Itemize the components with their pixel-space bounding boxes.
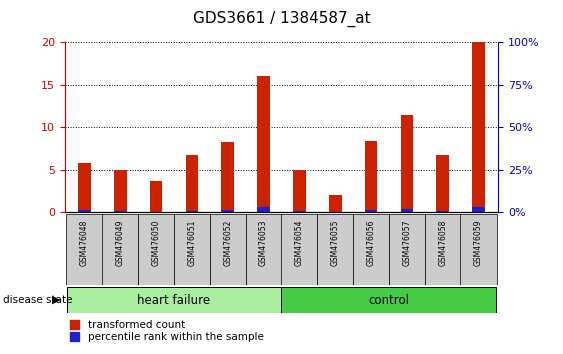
Bar [186,211,198,212]
Bar [114,170,127,212]
Text: GSM476055: GSM476055 [330,220,339,266]
Bar [401,209,413,212]
Bar [257,207,270,212]
Bar [282,287,497,313]
Bar [365,210,377,212]
Bar [317,214,354,285]
Bar [150,181,162,212]
Text: GSM476051: GSM476051 [187,220,196,266]
Bar [401,115,413,212]
Bar [472,42,485,212]
Bar [365,141,377,212]
Bar [436,155,449,212]
Text: GDS3661 / 1384587_at: GDS3661 / 1384587_at [193,11,370,27]
Text: GSM476054: GSM476054 [295,220,304,266]
Bar [66,287,282,313]
Bar [293,170,306,212]
Bar [209,214,246,285]
Bar [102,214,138,285]
Text: GSM476056: GSM476056 [367,220,376,266]
Text: GSM476058: GSM476058 [438,220,447,266]
Text: ▶: ▶ [52,295,61,305]
Bar [257,76,270,212]
Text: GSM476052: GSM476052 [224,220,233,266]
Bar [353,214,389,285]
Bar [436,211,449,212]
Text: GSM476053: GSM476053 [259,220,268,266]
Bar [282,214,318,285]
Bar [461,214,497,285]
Bar [329,195,342,212]
Bar [293,211,306,212]
Bar [78,163,91,212]
Text: control: control [368,293,409,307]
Bar [472,207,485,212]
Bar [245,214,282,285]
Text: GSM476057: GSM476057 [403,220,412,266]
Bar [425,214,461,285]
Bar [174,214,210,285]
Bar [114,211,127,212]
Text: GSM476050: GSM476050 [151,220,160,266]
Text: GSM476059: GSM476059 [474,220,483,266]
Bar [66,214,102,285]
Text: heart failure: heart failure [137,293,211,307]
Text: GSM476048: GSM476048 [80,220,89,266]
Text: disease state: disease state [3,295,72,305]
Bar [389,214,425,285]
Bar [221,210,234,212]
Bar [78,210,91,212]
Bar [138,214,174,285]
Bar [186,155,198,212]
Bar [221,142,234,212]
Legend: transformed count, percentile rank within the sample: transformed count, percentile rank withi… [70,320,263,342]
Text: GSM476049: GSM476049 [116,220,125,266]
